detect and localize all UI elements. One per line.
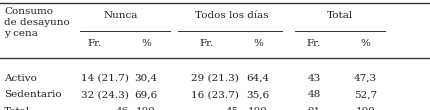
Text: 30,4: 30,4 — [135, 74, 158, 83]
Text: Fr.: Fr. — [87, 38, 102, 48]
Text: 69,6: 69,6 — [135, 90, 158, 99]
Text: 64,4: 64,4 — [246, 74, 270, 83]
Text: 91: 91 — [307, 107, 320, 110]
Text: 35,6: 35,6 — [246, 90, 270, 99]
Text: 52,7: 52,7 — [354, 90, 377, 99]
Text: 48: 48 — [307, 90, 320, 99]
Text: 45: 45 — [225, 107, 239, 110]
Text: Activo: Activo — [4, 74, 37, 83]
Text: 16 (23.7): 16 (23.7) — [191, 90, 239, 99]
Text: 32 (24.3): 32 (24.3) — [81, 90, 129, 99]
Text: 100: 100 — [248, 107, 268, 110]
Text: 43: 43 — [307, 74, 320, 83]
Text: 46: 46 — [116, 107, 129, 110]
Text: Fr.: Fr. — [199, 38, 214, 48]
Text: Nunca: Nunca — [103, 11, 138, 20]
Text: 100: 100 — [136, 107, 156, 110]
Text: Fr.: Fr. — [307, 38, 321, 48]
Text: 100: 100 — [356, 107, 375, 110]
Text: Sedentario: Sedentario — [4, 90, 62, 99]
Text: %: % — [361, 38, 370, 48]
Text: 14 (21.7): 14 (21.7) — [81, 74, 129, 83]
Text: Todos los días: Todos los días — [195, 11, 269, 20]
Text: %: % — [141, 38, 151, 48]
Text: 47,3: 47,3 — [354, 74, 377, 83]
Text: %: % — [253, 38, 263, 48]
Text: 29 (21.3): 29 (21.3) — [191, 74, 239, 83]
Text: Consumo
de desayuno
y cena: Consumo de desayuno y cena — [4, 7, 70, 38]
Text: Total: Total — [4, 107, 31, 110]
Text: Total: Total — [326, 11, 353, 20]
